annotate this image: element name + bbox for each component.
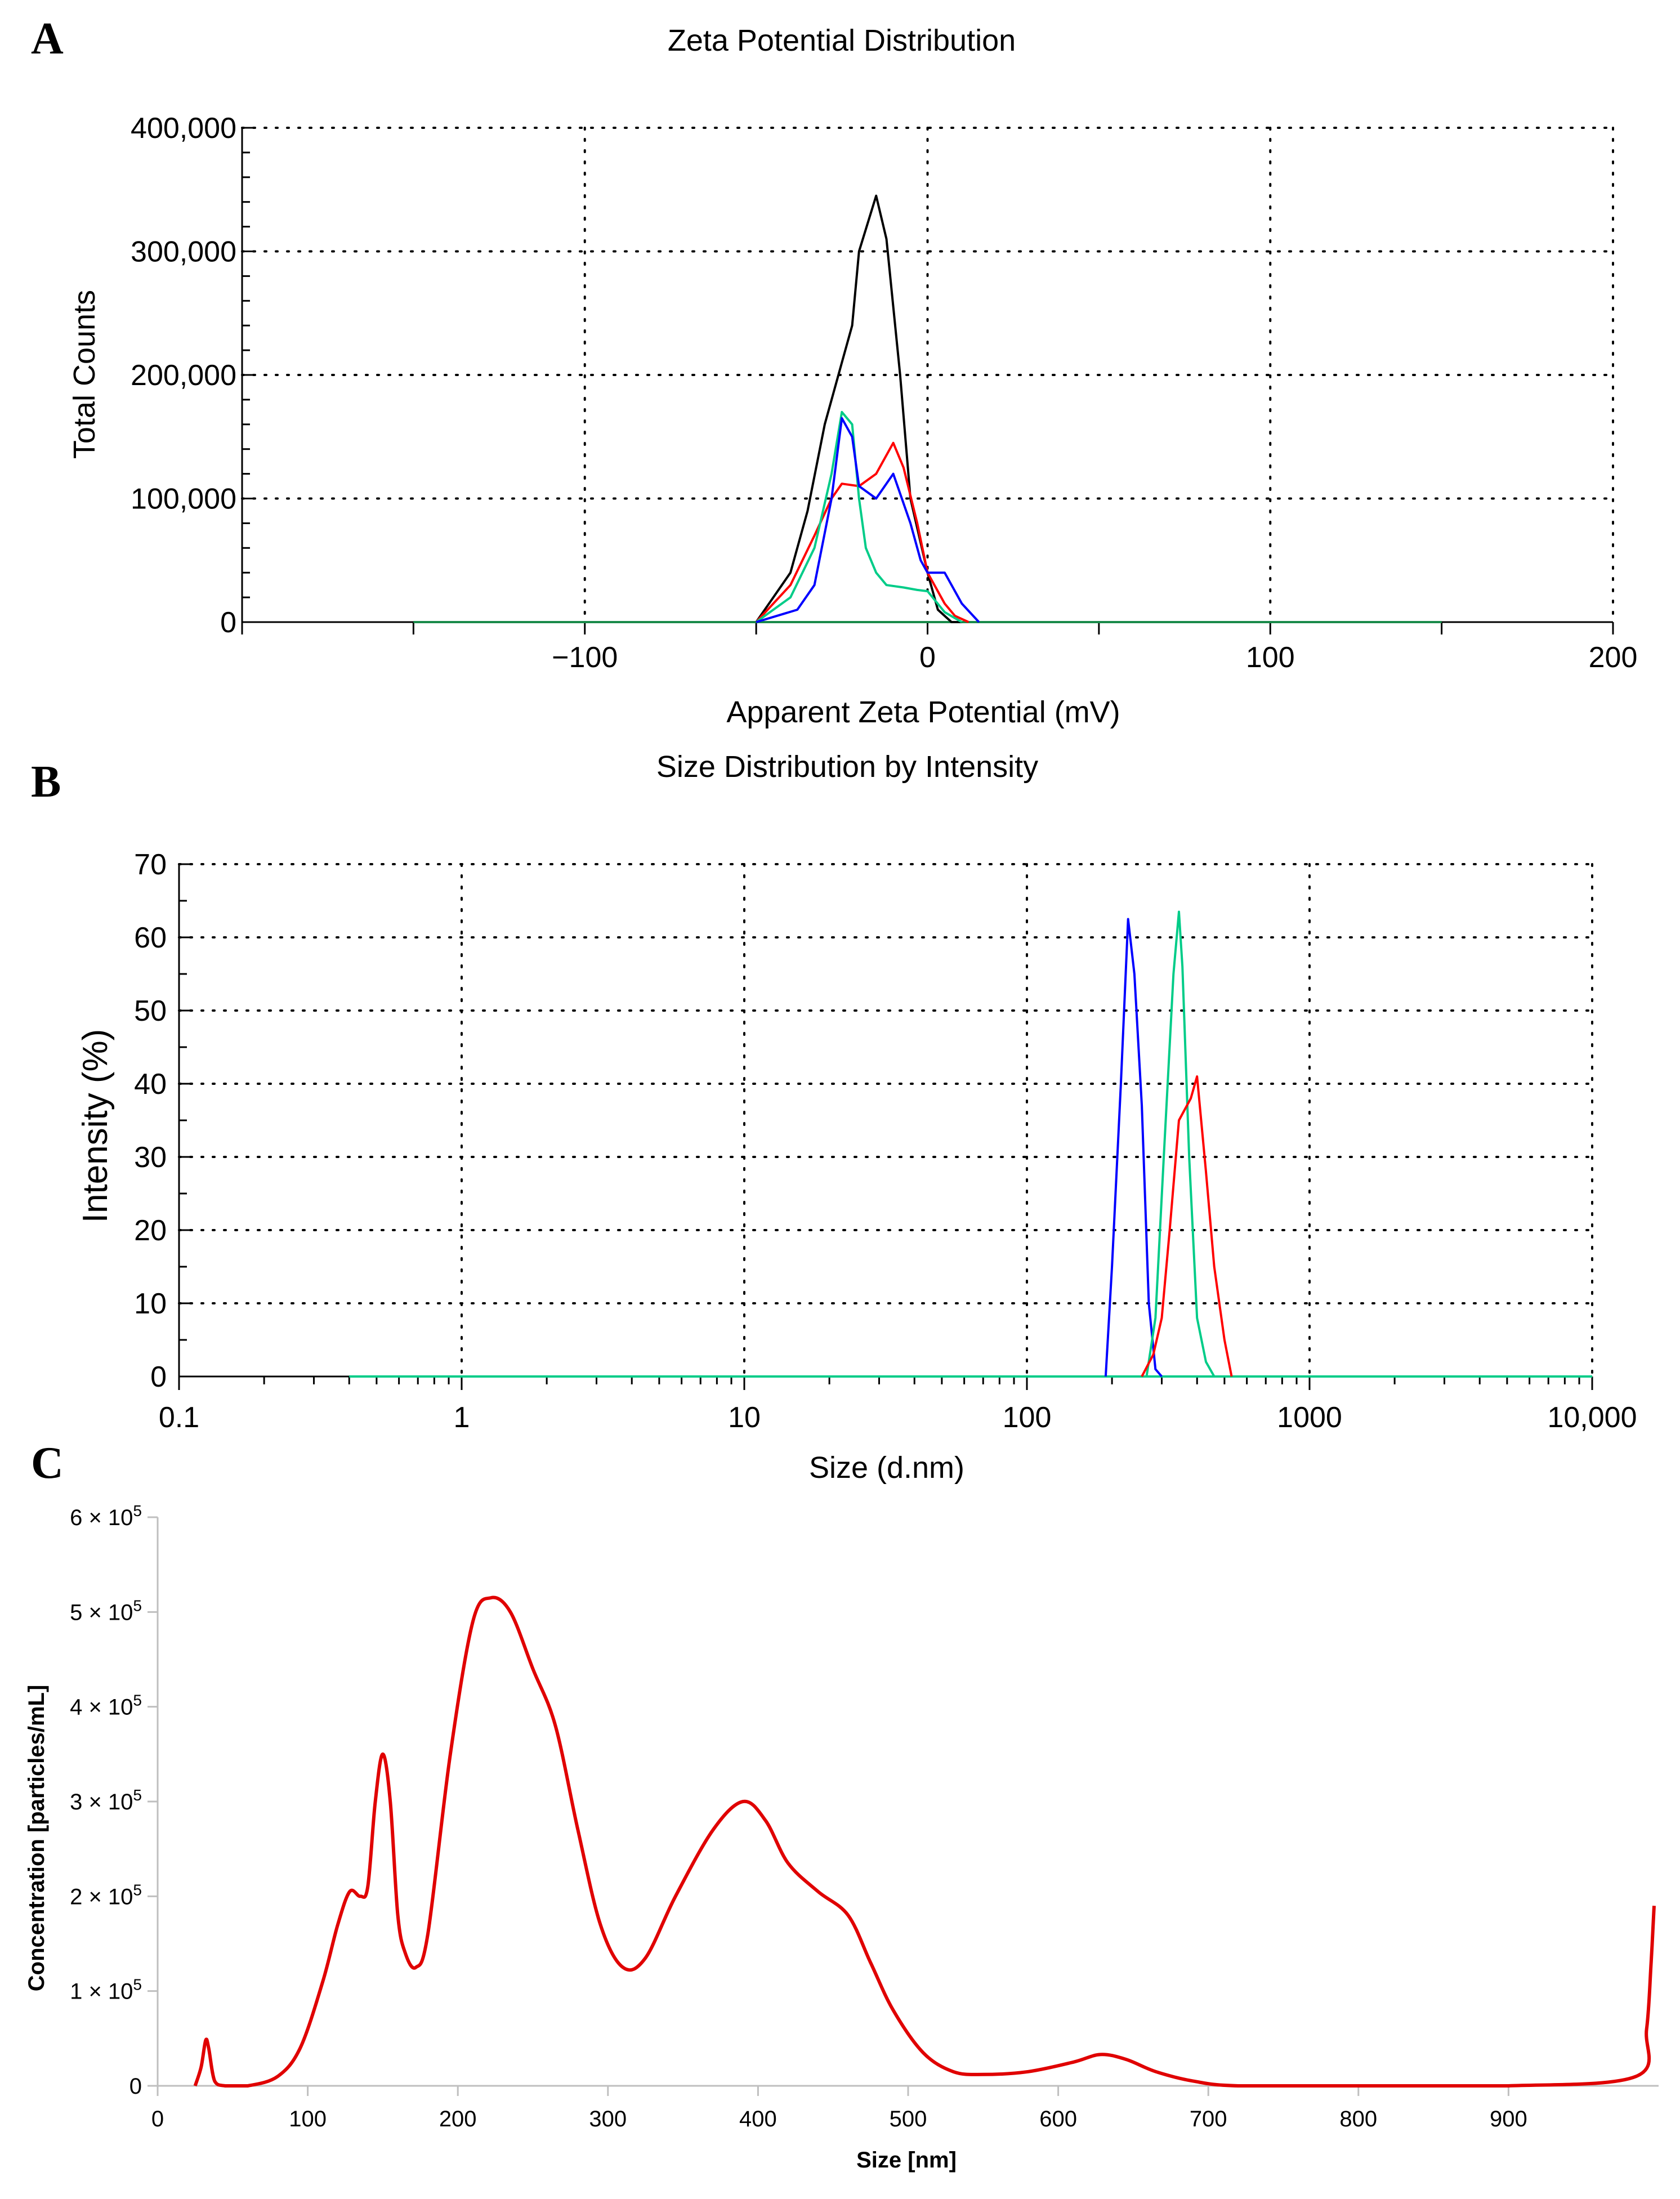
series-line-green: [755, 410, 963, 623]
panel-c: C 0 1 × 105 2 × 105 3 × 105 4 × 105 5 × 105 6 …: [24, 1438, 1659, 2173]
y-tick-label: 0: [129, 2074, 142, 2099]
x-tick-label: 500: [890, 2107, 927, 2131]
y-tick-label: 1 × 105: [70, 1976, 142, 2004]
chart-b-x-label: Size (d.nm): [809, 1451, 964, 1485]
chart-b-axes: [178, 863, 1593, 1390]
panel-label-b: B: [31, 757, 61, 807]
panel-label-c: C: [31, 1438, 64, 1488]
x-tick-label: 800: [1339, 2107, 1377, 2131]
y-tick-label: 200,000: [131, 359, 236, 392]
chart-c-y-ticks: 0 1 × 105 2 × 105 3 × 105 4 × 105 5 × 105 6 × …: [70, 1502, 142, 2099]
series-line-green: [1145, 910, 1216, 1377]
x-tick-label: 100: [289, 2107, 327, 2131]
y-tick-label: 3 × 105: [70, 1786, 142, 1814]
chart-b-x-ticks: 0.1 1 10 100 1000 10,000: [159, 1401, 1637, 1434]
chart-a-series: [413, 194, 1442, 623]
y-tick-label: 100,000: [131, 483, 236, 516]
x-tick-label: 600: [1039, 2107, 1077, 2131]
y-tick-label: 2 × 105: [70, 1881, 142, 1909]
chart-b-y-label: Intensity (%): [76, 1029, 115, 1223]
chart-c-y-label: Concentration [particles/mL]: [24, 1685, 49, 1992]
series-line-red: [193, 1595, 1656, 2088]
x-tick-label: −100: [552, 641, 618, 674]
x-tick-label: 10,000: [1547, 1401, 1637, 1434]
chart-c-x-ticks: 0 100 200 300 400 500 600 700 800 900: [151, 2107, 1527, 2131]
chart-a-y-label: Total Counts: [68, 290, 101, 459]
series-line-blue: [756, 417, 980, 623]
chart-c-x-label: Size [nm]: [856, 2148, 957, 2173]
x-tick-label: 0: [151, 2107, 164, 2131]
series-line-black: [755, 194, 962, 623]
x-tick-label: 0: [919, 641, 936, 674]
chart-a-gridlines: [241, 127, 1614, 623]
x-tick-label: 100: [1246, 641, 1295, 674]
y-tick-label: 20: [134, 1214, 167, 1247]
x-tick-label: 10: [728, 1401, 761, 1434]
y-tick-label: 40: [134, 1068, 167, 1101]
y-tick-label: 0: [150, 1361, 167, 1393]
y-tick-label: 300,000: [131, 236, 236, 269]
y-tick-label: 60: [134, 922, 167, 954]
chart-b-series: [349, 910, 1592, 1378]
chart-a-y-ticks: 0 100,000 200,000 300,000 400,000: [131, 112, 236, 639]
y-tick-label: 400,000: [131, 112, 236, 145]
y-tick-label: 50: [134, 995, 167, 1027]
x-tick-label: 0.1: [159, 1401, 199, 1434]
chart-b-title: Size Distribution by Intensity: [656, 750, 1038, 784]
y-tick-label: 30: [134, 1141, 167, 1174]
series-line-red: [755, 441, 969, 623]
x-tick-label: 1000: [1277, 1401, 1342, 1434]
x-tick-label: 200: [439, 2107, 477, 2131]
x-tick-label: 700: [1190, 2107, 1227, 2131]
y-tick-label: 10: [134, 1288, 167, 1320]
chart-a-x-ticks: −100 0 100 200: [552, 641, 1637, 674]
x-tick-label: 400: [739, 2107, 777, 2131]
y-tick-label: 4 × 105: [70, 1692, 142, 1720]
x-tick-label: 100: [1003, 1401, 1052, 1434]
y-tick-label: 0: [220, 606, 236, 639]
y-tick-label: 70: [134, 848, 167, 881]
y-tick-label: 6 × 105: [70, 1502, 142, 1530]
x-tick-label: 300: [589, 2107, 627, 2131]
x-tick-label: 1: [454, 1401, 470, 1434]
chart-c-series: [193, 1595, 1656, 2088]
chart-a-x-label: Apparent Zeta Potential (mV): [726, 695, 1120, 729]
series-line-red: [1141, 1075, 1233, 1377]
x-tick-label: 200: [1589, 641, 1638, 674]
panel-a: A Zeta Potential Distribution 0 100,000 20…: [31, 14, 1637, 729]
series-line-blue: [1104, 918, 1163, 1378]
chart-b-gridlines: [178, 863, 1593, 1378]
chart-a-title: Zeta Potential Distribution: [668, 24, 1016, 57]
y-tick-label: 5 × 105: [70, 1597, 142, 1625]
x-tick-label: 900: [1490, 2107, 1527, 2131]
panel-b: B Size Distribution by Intensity 0 10 20 30…: [31, 750, 1637, 1485]
panel-label-a: A: [31, 14, 64, 64]
chart-b-y-ticks: 0 10 20 30 40 50 60 70: [134, 848, 167, 1393]
